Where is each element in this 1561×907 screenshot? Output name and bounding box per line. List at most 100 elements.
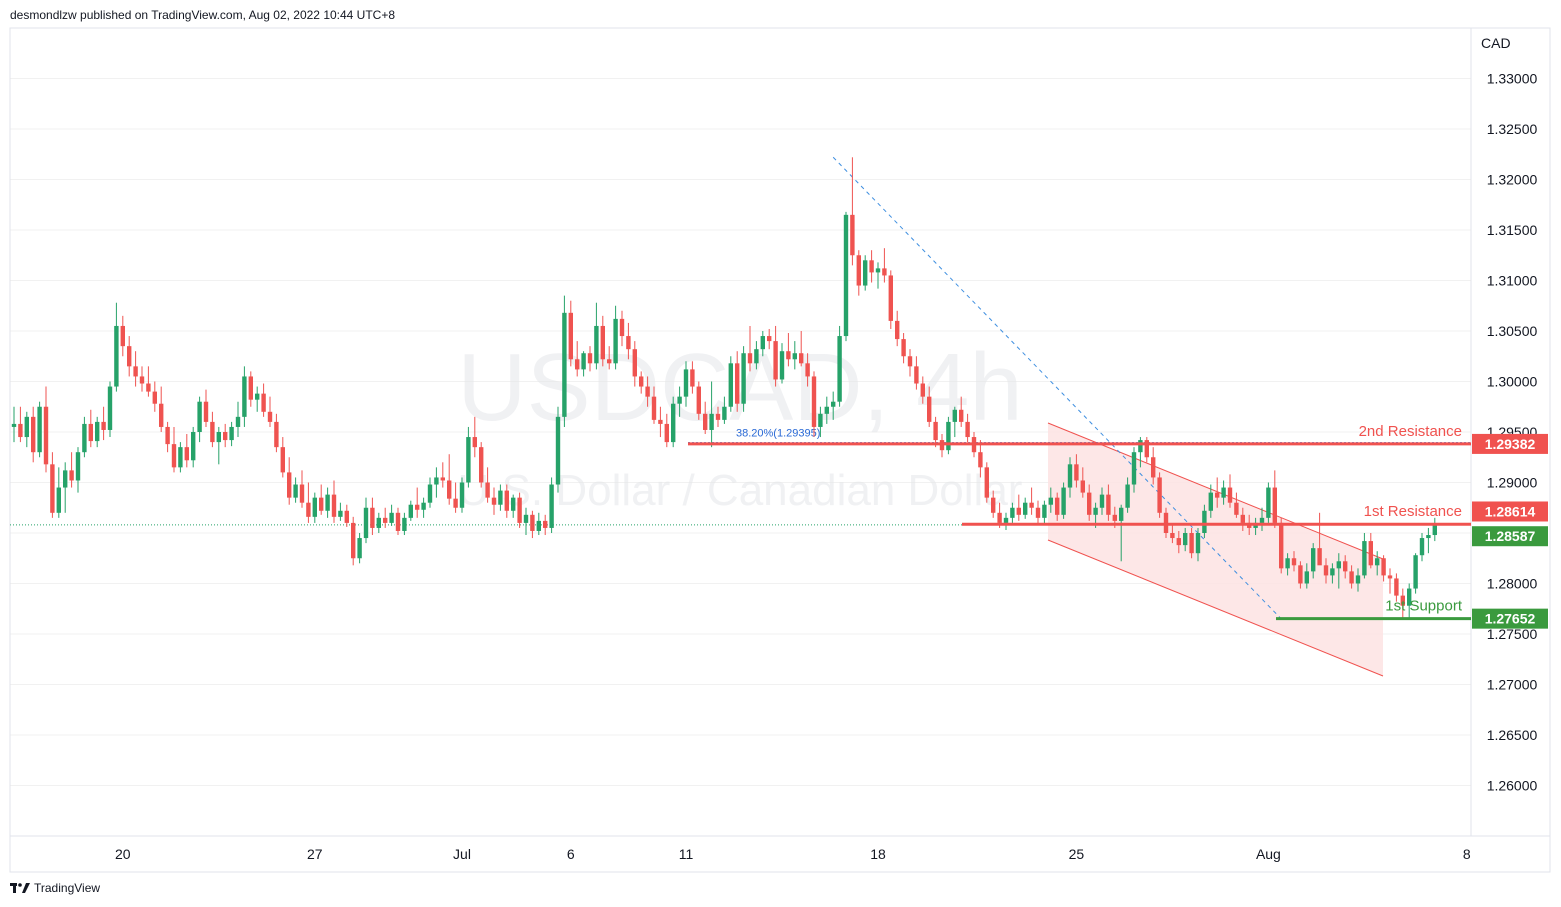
candle-body bbox=[159, 403, 164, 427]
price-tag-label: 1.28587 bbox=[1485, 528, 1536, 544]
candle-body bbox=[581, 353, 586, 370]
candle-body bbox=[146, 383, 151, 392]
candle-body bbox=[1131, 452, 1137, 485]
price-tick-label: 1.28000 bbox=[1487, 576, 1538, 592]
candle-body bbox=[325, 494, 330, 511]
candle-body bbox=[293, 484, 298, 498]
candle-body bbox=[1016, 507, 1021, 515]
candle-body bbox=[792, 353, 797, 360]
candle-body bbox=[1176, 538, 1181, 546]
publisher-credit: desmondlzw published on TradingView.com,… bbox=[10, 8, 396, 22]
time-tick-label: Jul bbox=[453, 846, 471, 862]
candle-body bbox=[370, 507, 375, 528]
candle-body bbox=[1413, 555, 1418, 589]
candle-body bbox=[722, 406, 727, 420]
candle-body bbox=[210, 421, 215, 443]
candle-body bbox=[421, 502, 426, 510]
price-tick-label: 1.26500 bbox=[1487, 727, 1538, 743]
first-support-label: 1st Support bbox=[1385, 598, 1463, 615]
candle-body bbox=[1362, 541, 1367, 576]
candle-body bbox=[856, 255, 861, 286]
candle-body bbox=[1023, 502, 1028, 515]
candle-body bbox=[991, 497, 996, 513]
candle-body bbox=[747, 353, 753, 364]
candle-body bbox=[24, 416, 29, 438]
candle-body bbox=[1227, 487, 1233, 503]
candle-body bbox=[683, 369, 689, 397]
candle-body bbox=[1138, 440, 1143, 453]
time-axis[interactable]: 20 27 Jul 6 11 18 25 Aug 8 bbox=[115, 846, 1471, 862]
candle-body bbox=[1400, 595, 1405, 606]
candle-body bbox=[959, 409, 964, 422]
price-tick-label: 1.33000 bbox=[1487, 71, 1538, 87]
candle-body bbox=[63, 470, 68, 488]
candle-body bbox=[779, 351, 785, 380]
candle-body bbox=[741, 353, 746, 404]
candle-body bbox=[223, 432, 228, 441]
candle-body bbox=[984, 467, 989, 498]
tradingview-logo-icon bbox=[10, 883, 30, 893]
candle-body bbox=[267, 411, 273, 422]
candle-body bbox=[408, 504, 413, 518]
channel-lower-line bbox=[1047, 539, 1384, 677]
candle-body bbox=[1106, 494, 1111, 515]
price-tick-label: 1.29000 bbox=[1487, 475, 1538, 491]
candle-body bbox=[1279, 522, 1284, 569]
candle-body bbox=[1144, 440, 1149, 458]
candle-body bbox=[50, 464, 55, 513]
candle-body bbox=[280, 447, 285, 473]
candle-body bbox=[312, 497, 317, 517]
time-tick-label: 27 bbox=[307, 846, 323, 862]
candle-body bbox=[709, 413, 714, 430]
candle-body bbox=[639, 376, 644, 387]
candle-body bbox=[127, 346, 132, 367]
candle-body bbox=[11, 423, 17, 427]
candle-body bbox=[600, 325, 605, 360]
candle-body bbox=[664, 423, 669, 443]
price-tag-bg bbox=[1472, 608, 1548, 629]
candle-body bbox=[1080, 480, 1085, 493]
candle-body bbox=[197, 401, 202, 432]
candle-body bbox=[1394, 578, 1399, 596]
candle-body bbox=[235, 416, 241, 427]
candle-body bbox=[1119, 507, 1124, 521]
candle-body bbox=[447, 480, 452, 499]
price-tick-label: 1.31500 bbox=[1487, 222, 1538, 238]
fib-38-label: 38.20%(1.29395) bbox=[736, 428, 820, 440]
candle-body bbox=[587, 353, 593, 364]
candle-body bbox=[1074, 464, 1079, 481]
candle-body bbox=[1426, 535, 1431, 539]
candle-body bbox=[927, 396, 932, 422]
candle-body bbox=[479, 447, 484, 483]
price-tick-label: 1.32000 bbox=[1487, 172, 1538, 188]
candle-body bbox=[562, 312, 567, 417]
candle-body bbox=[1221, 487, 1226, 498]
candle-body bbox=[952, 409, 957, 422]
candle-body bbox=[1355, 575, 1361, 584]
candle-body bbox=[632, 349, 637, 377]
candle-body bbox=[306, 502, 311, 517]
candle-body bbox=[613, 318, 618, 364]
candle-body bbox=[1343, 561, 1348, 572]
candle-body bbox=[895, 320, 900, 340]
price-tag-label: 1.29382 bbox=[1485, 436, 1536, 452]
candle-body bbox=[184, 447, 189, 461]
candle-body bbox=[843, 214, 849, 337]
candle-body bbox=[914, 366, 919, 384]
price-axis[interactable]: 1.33000 1.32500 1.32000 1.31500 1.31000 1.305… bbox=[1487, 71, 1538, 794]
candle-body bbox=[1330, 568, 1335, 576]
candle-body bbox=[274, 421, 279, 448]
candle-body bbox=[511, 497, 516, 511]
candle-body bbox=[203, 401, 209, 422]
candle-body bbox=[504, 490, 509, 511]
candle-body bbox=[56, 487, 61, 513]
candle-body bbox=[869, 260, 874, 273]
tradingview-brand[interactable]: TradingView bbox=[10, 881, 100, 895]
watermark-subtitle: U.S. Dollar / Canadian Dollar bbox=[458, 466, 1023, 515]
candle-body bbox=[472, 437, 477, 448]
candle-body bbox=[178, 447, 183, 468]
candle-body bbox=[1183, 533, 1188, 546]
candle-body bbox=[805, 363, 810, 377]
candle-body bbox=[434, 477, 439, 485]
